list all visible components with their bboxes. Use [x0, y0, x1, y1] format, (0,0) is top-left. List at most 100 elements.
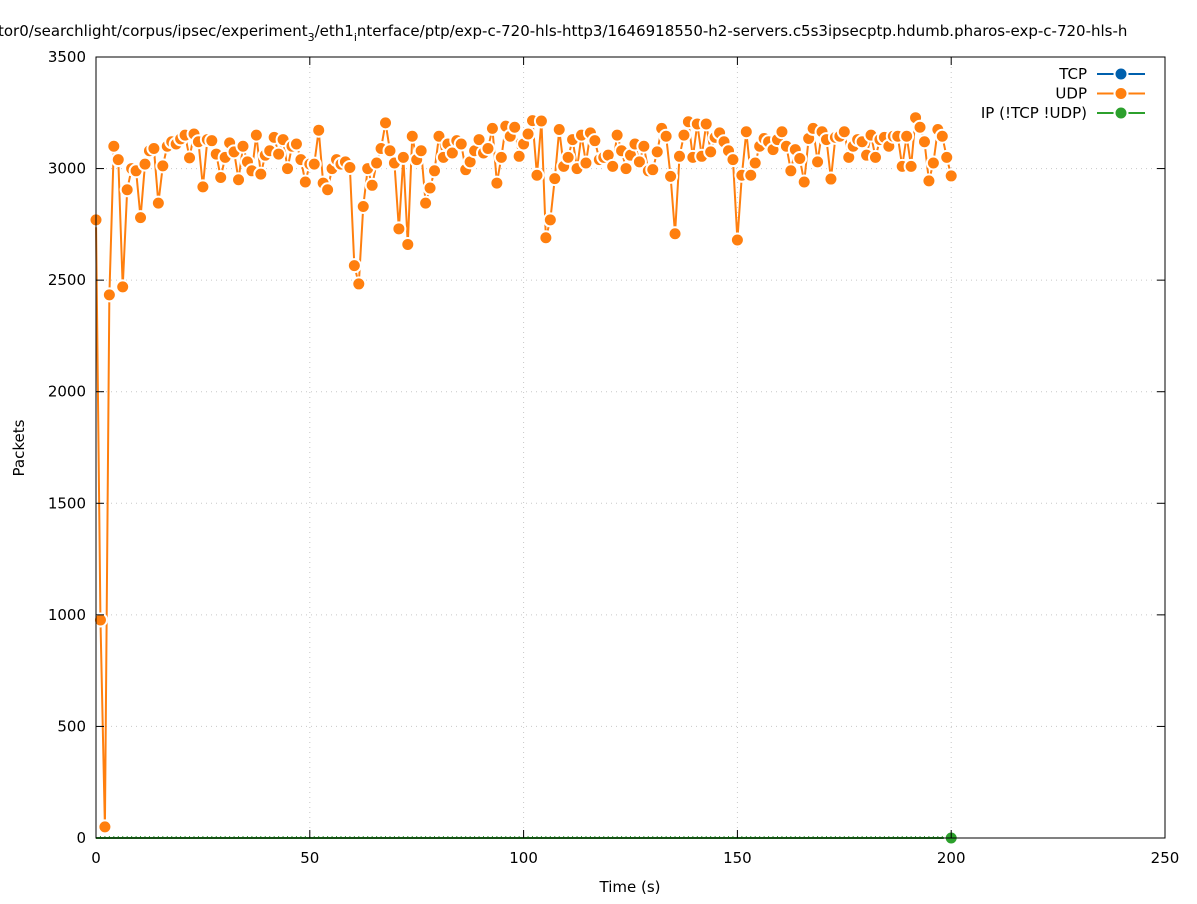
- udp-point: [106, 138, 122, 154]
- udp-point: [351, 276, 367, 292]
- udp-point: [92, 612, 108, 628]
- udp-point: [836, 124, 852, 140]
- udp-point: [400, 236, 416, 252]
- legend-label-2: IP (!TCP !UDP): [981, 104, 1087, 122]
- x-tick-label: 0: [91, 849, 101, 867]
- x-tick-label: 250: [1151, 849, 1180, 867]
- udp-point: [587, 133, 603, 149]
- udp-point: [320, 182, 336, 198]
- udp-point: [235, 138, 251, 154]
- x-axis-label: Time (s): [599, 878, 661, 896]
- udp-point: [774, 124, 790, 140]
- y-tick-label: 2500: [48, 271, 86, 289]
- y-tick-label: 500: [57, 717, 86, 735]
- udp-point: [796, 174, 812, 190]
- udp-point: [297, 174, 313, 190]
- udp-point: [520, 126, 536, 142]
- udp-point: [636, 138, 652, 154]
- udp-point: [671, 148, 687, 164]
- udp-point: [133, 210, 149, 226]
- udp-point: [899, 128, 915, 144]
- y-tick-label: 1000: [48, 606, 86, 624]
- udp-point: [547, 171, 563, 187]
- udp-point: [204, 133, 220, 149]
- udp-point: [271, 146, 287, 162]
- udp-point: [542, 212, 558, 228]
- udp-point: [195, 179, 211, 195]
- y-tick-label: 3000: [48, 160, 86, 178]
- udp-point: [453, 136, 469, 152]
- udp-point: [747, 155, 763, 171]
- udp-point: [146, 140, 162, 156]
- udp-point: [645, 162, 661, 178]
- udp-point: [743, 167, 759, 183]
- udp-point: [119, 182, 135, 198]
- udp-point: [943, 168, 959, 184]
- y-tick-label: 3500: [48, 48, 86, 66]
- udp-point: [667, 226, 683, 242]
- udp-point: [101, 287, 117, 303]
- udp-point: [231, 172, 247, 188]
- y-tick-label: 0: [76, 829, 86, 847]
- udp-point: [823, 171, 839, 187]
- udp-point: [382, 143, 398, 159]
- udp-point: [511, 148, 527, 164]
- grid: [96, 57, 1165, 838]
- udp-point: [934, 128, 950, 144]
- y-tick-label: 2000: [48, 383, 86, 401]
- udp-point: [288, 136, 304, 152]
- udp-point: [663, 168, 679, 184]
- udp-point: [306, 156, 322, 172]
- x-tick-label: 100: [509, 849, 538, 867]
- udp-point: [738, 124, 754, 140]
- chart-title: tor0/searchlight/corpus/ipsec/experiment…: [0, 22, 1127, 44]
- series-layer: [88, 110, 959, 846]
- udp-point: [507, 119, 523, 135]
- udp-point: [676, 127, 692, 143]
- udp-point: [618, 161, 634, 177]
- udp-point: [480, 140, 496, 156]
- legend-marker-0: [1113, 66, 1129, 82]
- udp-point: [355, 199, 371, 215]
- x-tick-label: 150: [723, 849, 752, 867]
- udp-point: [369, 155, 385, 171]
- udp-point: [698, 116, 714, 132]
- udp-point: [418, 195, 434, 211]
- udp-point: [413, 143, 429, 159]
- udp-point: [182, 150, 198, 166]
- udp-point: [912, 119, 928, 135]
- x-tick-label: 50: [300, 849, 319, 867]
- udp-point: [631, 154, 647, 170]
- ticks: 0 50 100 150 200 2500500100015002000250030003…: [48, 48, 1180, 867]
- udp-point: [248, 127, 264, 143]
- udp-point: [110, 152, 126, 168]
- udp-point: [395, 149, 411, 165]
- legend-label-0: TCP: [1058, 65, 1087, 83]
- udp-point: [97, 819, 113, 835]
- udp-point: [253, 166, 269, 182]
- udp-point: [921, 173, 937, 189]
- udp-point: [939, 149, 955, 165]
- udp-point: [346, 258, 362, 274]
- udp-point: [609, 127, 625, 143]
- udp-point: [471, 132, 487, 148]
- udp-point: [213, 169, 229, 185]
- udp-point: [422, 180, 438, 196]
- udp-point: [578, 155, 594, 171]
- udp-point: [725, 152, 741, 168]
- udp-point: [489, 175, 505, 191]
- udp-point: [533, 113, 549, 129]
- x-tick-label: 200: [937, 849, 966, 867]
- udp-point: [605, 158, 621, 174]
- udp-point: [925, 155, 941, 171]
- legend-label-1: UDP: [1055, 85, 1087, 103]
- udp-point: [810, 154, 826, 170]
- udp-point: [404, 128, 420, 144]
- udp-point: [137, 156, 153, 172]
- y-tick-label: 1500: [48, 494, 86, 512]
- udp-point: [364, 177, 380, 193]
- udp-point: [783, 163, 799, 179]
- udp-point: [903, 158, 919, 174]
